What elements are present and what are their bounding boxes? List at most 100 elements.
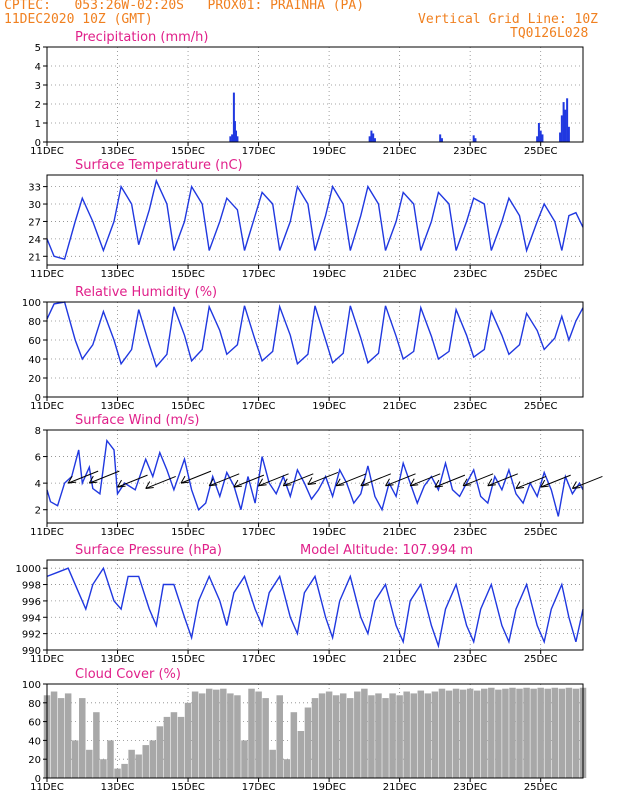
precip-bar: [541, 134, 544, 142]
precip-bar: [232, 92, 235, 142]
cloud-bar: [347, 698, 354, 778]
precip-xtick-label: 23DEC: [453, 146, 487, 157]
wind-arrow: [385, 473, 416, 487]
precip-bar: [236, 136, 239, 142]
precip-xtick-label: 21DEC: [383, 146, 417, 157]
rh-panel: 0 20 40 60 80 100 11DEC 13DEC 15DEC 17DEC 19DEC 21D…: [22, 285, 584, 412]
cloud-bar: [198, 693, 206, 778]
wind-arrow-head: [180, 475, 190, 484]
cloud-bar: [156, 726, 164, 778]
wind-arrow: [360, 473, 392, 487]
wind-ytick-label: 6: [35, 453, 41, 464]
rh-xtick-label: 13DEC: [101, 401, 135, 412]
rh-xtick-label: 17DEC: [242, 401, 276, 412]
pres-ytick-label: 1000: [16, 564, 41, 575]
wind-arrow: [515, 475, 547, 489]
temp-xtick-label: 17DEC: [242, 269, 276, 280]
cloud-bar: [403, 691, 410, 778]
cloud-bar: [523, 687, 530, 778]
cloud-xtick-label: 13DEC: [101, 782, 135, 793]
cloud-bar: [537, 687, 544, 778]
wind-xtick-label: 25DEC: [524, 527, 558, 538]
precip-bar: [537, 123, 540, 142]
precip-ytick-label: 0: [35, 138, 41, 149]
precip-bar: [440, 138, 443, 142]
precip-xtick-label: 15DEC: [171, 146, 205, 157]
cloud-bar: [565, 687, 573, 778]
temp-xtick-label: 23DEC: [453, 269, 487, 280]
rh-title: Relative Humidity (%): [75, 285, 217, 300]
rh-ytick-label: 60: [28, 336, 41, 347]
temp-xtick-label: 13DEC: [101, 269, 135, 280]
precip-bar: [564, 109, 567, 142]
cloud-ytick-label: 100: [22, 680, 41, 691]
wind-arrow: [434, 474, 466, 488]
wind-arrow: [410, 473, 441, 487]
rh-xtick-label: 21DEC: [383, 401, 417, 412]
wind-arrow: [572, 475, 603, 489]
cloud-bar: [57, 698, 65, 778]
wind-arrow-head: [487, 478, 496, 487]
precip-bar: [370, 130, 373, 142]
rh-ytick-label: 0: [35, 393, 41, 404]
precip-bar: [536, 136, 539, 142]
pres-subtitle: Model Altitude: 107.994 m: [300, 543, 473, 558]
wind-xtick-label: 19DEC: [312, 527, 346, 538]
cloud-bar: [227, 693, 234, 778]
cloud-xtick-label: 25DEC: [524, 782, 558, 793]
pres-ytick-label: 996: [22, 597, 41, 608]
wind-arrow: [307, 472, 339, 485]
cloud-bar: [248, 688, 255, 778]
precip-frame: [46, 46, 584, 143]
cloud-xtick-label: 11DEC: [30, 782, 64, 793]
precip-xtick-label: 25DEC: [524, 146, 558, 157]
wind-frame: [46, 429, 584, 524]
cloud-bar: [142, 745, 149, 778]
precip-title: Precipitation (mm/h): [75, 30, 208, 45]
precip-bar: [560, 115, 563, 142]
pres-ytick-label: 998: [22, 581, 41, 592]
temp-xtick-label: 21DEC: [383, 269, 417, 280]
temp-xtick-label: 11DEC: [30, 269, 64, 280]
precip-bar: [472, 135, 475, 142]
wind-ytick-label: 2: [35, 506, 41, 517]
pres-xtick-label: 25DEC: [524, 654, 558, 665]
cloud-bar: [572, 688, 580, 778]
wind-arrow: [117, 474, 148, 488]
cloud-bar: [382, 698, 389, 778]
precip-ytick-label: 4: [35, 62, 41, 73]
temp-ytick-label: 24: [28, 235, 41, 246]
cloud-bar: [473, 690, 481, 778]
cloud-bar: [170, 712, 178, 778]
precip-bar: [539, 130, 542, 142]
cloud-bar: [361, 688, 368, 778]
precip-bar: [368, 136, 371, 142]
temp-ytick-label: 33: [28, 183, 41, 194]
cloud-bar: [149, 740, 157, 778]
precip-ytick-label: 1: [35, 119, 41, 130]
wind-arrow-head: [145, 481, 154, 489]
cloud-bar: [396, 695, 403, 778]
cloud-bar: [93, 712, 100, 778]
cloud-bar: [262, 698, 269, 778]
cloud-bar: [205, 688, 213, 778]
cloud-bar: [276, 695, 283, 778]
pres-series-line: [46, 566, 584, 649]
wind-xtick-label: 23DEC: [453, 527, 487, 538]
wind-arrow: [462, 473, 494, 487]
cloud-bar: [304, 707, 312, 778]
wind-xtick-label: 21DEC: [383, 527, 417, 538]
temp-frame: [46, 174, 584, 266]
wind-arrow-head: [409, 478, 419, 487]
wind-xtick-label: 11DEC: [30, 527, 64, 538]
pres-ytick-label: 994: [22, 613, 41, 624]
pres-xtick-label: 15DEC: [171, 654, 205, 665]
wind-arrow-head: [571, 481, 581, 489]
pres-frame: [46, 559, 584, 651]
cloud-bar: [50, 691, 58, 778]
cloud-bar: [417, 690, 425, 778]
cloud-bar: [459, 689, 467, 778]
pres-ytick-label: 990: [22, 646, 41, 657]
